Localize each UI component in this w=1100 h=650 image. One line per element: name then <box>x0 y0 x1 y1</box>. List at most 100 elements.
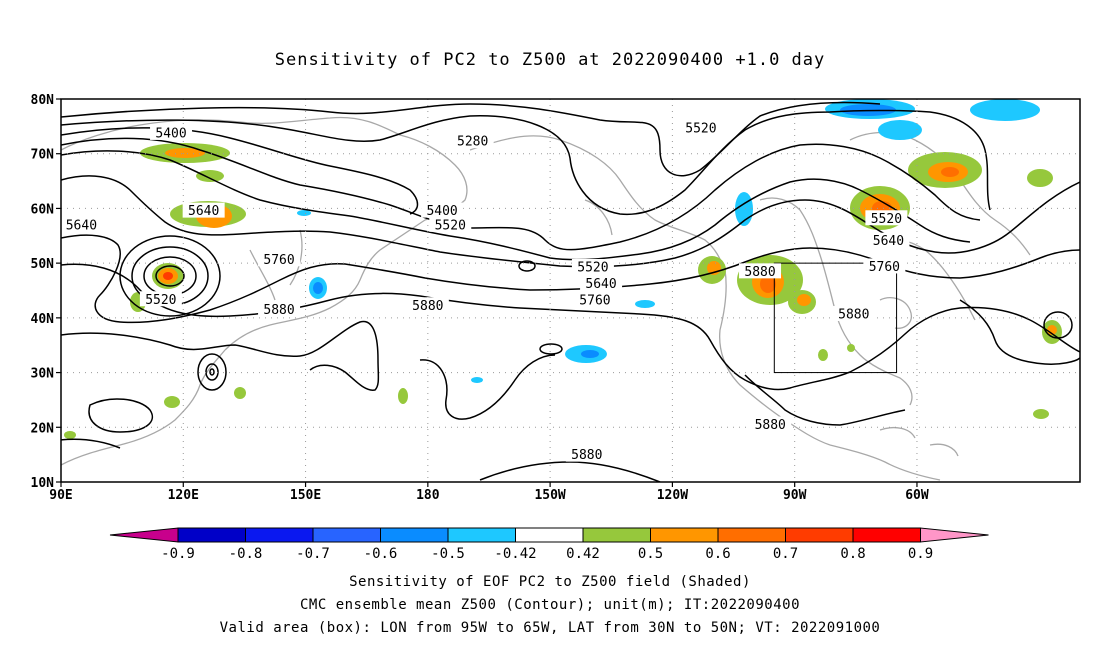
colorbar-label: -0.9 <box>161 546 195 562</box>
shade-blob <box>760 275 776 293</box>
contour-label-bg <box>863 258 906 274</box>
shade-blob <box>797 294 811 306</box>
longitude-labels: 90E 120E 150E 180 150W 120W 90W 60W <box>49 482 929 503</box>
lon-label: 120W <box>657 488 688 503</box>
contour-label-bg <box>451 133 494 149</box>
contour-label-bg <box>571 258 614 274</box>
latitude-labels: 80N 70N 60N 50N 40N 30N 20N 10N <box>31 93 61 491</box>
lon-label: 120E <box>168 488 199 503</box>
shade-blob <box>234 387 246 399</box>
contour-label: 5520 <box>871 212 902 227</box>
contour-label-bg <box>865 210 908 226</box>
lon-label: 90W <box>783 488 807 503</box>
colorbar-label: 0.7 <box>773 546 798 562</box>
shade-blob <box>818 349 828 361</box>
z500-contours <box>61 101 1080 482</box>
colorbar-swatch <box>852 527 921 543</box>
contour-label-bg <box>739 263 782 279</box>
shade-blob <box>581 350 599 358</box>
shade-blob <box>1033 409 1049 419</box>
colorbar-swatch <box>515 527 584 543</box>
contour-label-bg <box>749 416 792 432</box>
lon-label: 90E <box>49 488 72 503</box>
contour-label-bg <box>832 306 875 322</box>
shade-blob <box>163 272 173 280</box>
lat-label: 50N <box>31 257 55 272</box>
shade-blob <box>164 396 180 408</box>
shade-blob <box>297 210 311 216</box>
contour-label-bg <box>429 216 472 232</box>
colorbar-swatch <box>717 527 786 543</box>
contour-label-bg <box>421 202 464 218</box>
contour-label: 5880 <box>755 418 786 433</box>
contour-label: 5400 <box>155 126 186 141</box>
lon-label: 150E <box>290 488 321 503</box>
colorbar-label: -0.7 <box>296 546 330 562</box>
caption-shading: Sensitivity of EOF PC2 to Z500 field (Sh… <box>349 574 751 590</box>
shade-blob <box>1027 169 1053 187</box>
colorbar-swatch <box>245 527 314 543</box>
contour-label: 5280 <box>457 135 488 150</box>
contour-label: 5760 <box>579 293 610 308</box>
lat-label: 10N <box>31 476 55 491</box>
colorbar-swatch <box>177 527 246 543</box>
contour-label: 5880 <box>571 448 602 463</box>
contour-label: 5640 <box>66 218 97 233</box>
contour-label-bg <box>573 291 616 307</box>
contour-label: 5760 <box>869 260 900 275</box>
lat-label: 80N <box>31 93 55 108</box>
lat-label: 20N <box>31 421 55 436</box>
contour-label: 5520 <box>435 218 466 233</box>
colorbar-label: -0.8 <box>229 546 263 562</box>
colorbar-swatch <box>785 527 854 543</box>
colorbar-label: 0.5 <box>638 546 663 562</box>
contour-label-bg <box>258 301 301 317</box>
shade-blob <box>847 344 855 352</box>
shade-blob <box>398 388 408 404</box>
contour-labels: 5400528055205640564054005520576055205880… <box>60 119 910 463</box>
contour-label: 5520 <box>577 260 608 275</box>
contour-label-bg <box>406 297 449 313</box>
contour-label: 5520 <box>145 293 176 308</box>
lon-label: 60W <box>905 488 929 503</box>
contour-label: 5880 <box>838 308 869 323</box>
shade-blob <box>196 170 224 182</box>
contour-label: 5400 <box>426 204 457 219</box>
shade-blob <box>635 300 655 308</box>
contour-label-bg <box>258 251 301 267</box>
colorbar-label: -0.5 <box>431 546 465 562</box>
contour-label: 5640 <box>585 277 616 292</box>
colorbar-swatch <box>447 527 516 543</box>
colorbar-high-arrow <box>920 527 989 543</box>
contour-label: 5640 <box>188 204 219 219</box>
contour-label-bg <box>679 119 722 135</box>
lat-label: 60N <box>31 202 55 217</box>
contour-label: 5640 <box>873 234 904 249</box>
lat-label: 40N <box>31 312 55 327</box>
contour-label-bg <box>150 124 193 140</box>
colorbar-swatch <box>582 527 651 543</box>
contour-label: 5880 <box>263 303 294 318</box>
shade-blob <box>64 431 76 439</box>
contour-label-bg <box>60 216 103 232</box>
colorbar-swatch <box>650 527 719 543</box>
contour-label: 5520 <box>685 121 716 136</box>
colorbar-low-arrow <box>109 527 179 543</box>
contour-label: 5880 <box>744 265 775 280</box>
shade-blob <box>313 282 323 294</box>
lon-label: 150W <box>534 488 565 503</box>
shade-blob <box>471 377 483 383</box>
contour-label-bg <box>139 291 182 307</box>
valid-area-box <box>773 262 898 374</box>
caption-contour: CMC ensemble mean Z500 (Contour); unit(m… <box>299 597 800 613</box>
colorbar-swatch <box>312 527 381 543</box>
contour-label-bg <box>182 202 225 218</box>
colorbar-swatch <box>380 527 449 543</box>
map-frame <box>60 98 1081 483</box>
colorbar: -0.9 -0.8 -0.7 -0.6 -0.5 -0.42 0.42 0.5 0.6 0.7 0.… <box>109 527 989 562</box>
caption-valid-area: Valid area (box): LON from 95W to 65W, L… <box>219 620 881 636</box>
shade-blob <box>165 148 205 158</box>
shade-blob <box>970 99 1040 121</box>
colorbar-label: 0.42 <box>566 546 600 562</box>
